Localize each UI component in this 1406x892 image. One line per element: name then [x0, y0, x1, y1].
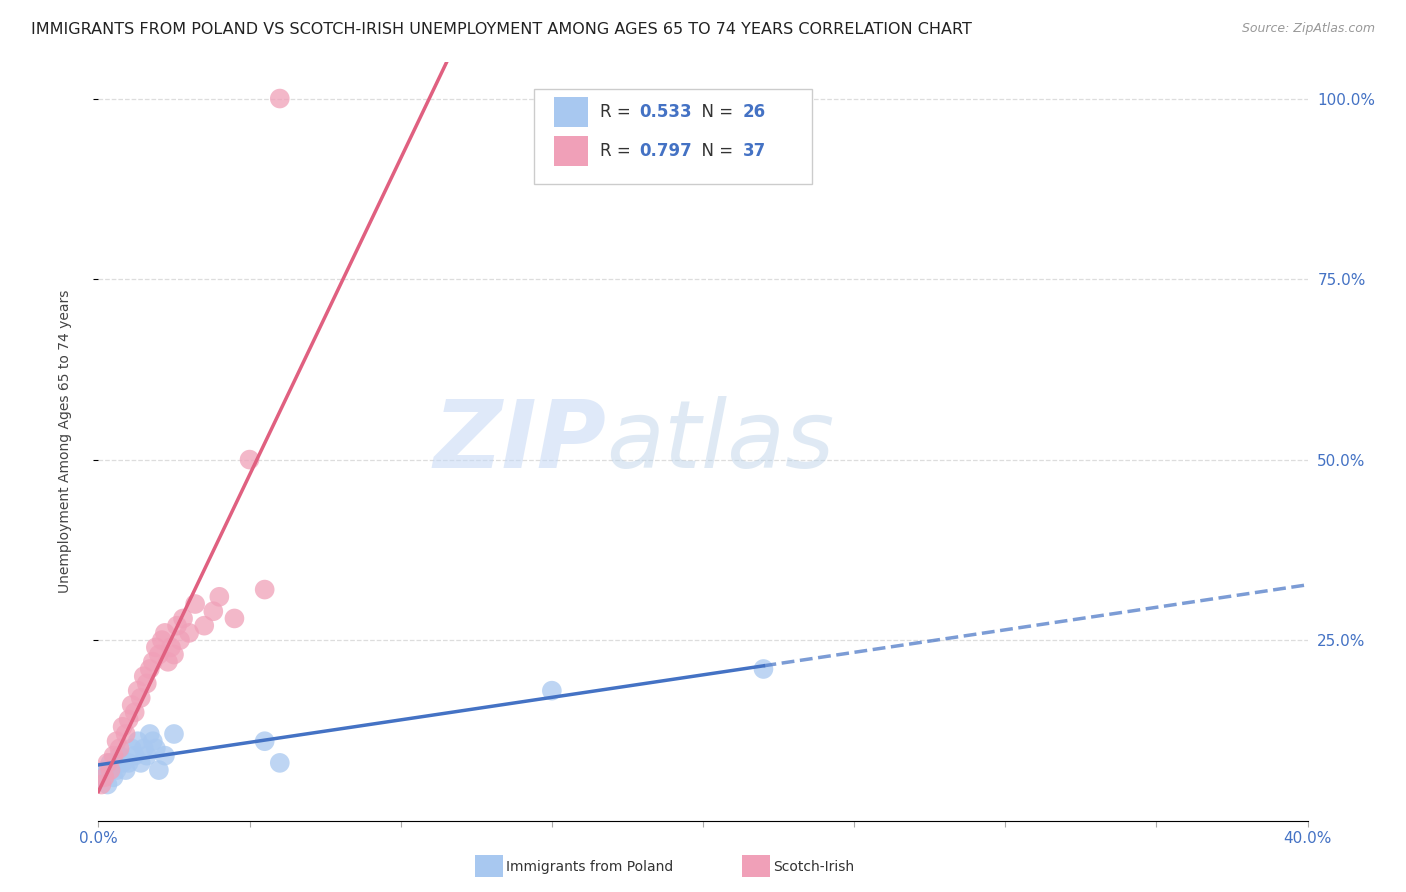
Point [145, 640, 167, 655]
Point [93, 770, 115, 784]
Point [118, 756, 141, 770]
Point [202, 604, 225, 618]
Point [153, 748, 176, 763]
Point [129, 756, 152, 770]
Text: IMMIGRANTS FROM POLAND VS SCOTCH-IRISH UNEMPLOYMENT AMONG AGES 65 TO 74 YEARS CO: IMMIGRANTS FROM POLAND VS SCOTCH-IRISH U… [31, 22, 972, 37]
Point [142, 734, 165, 748]
Point [148, 763, 170, 777]
Point [127, 734, 149, 748]
Point [135, 748, 157, 763]
Point [96, 778, 118, 792]
Point [127, 683, 149, 698]
Text: 37: 37 [742, 142, 766, 161]
Point [239, 452, 262, 467]
Point [124, 706, 146, 720]
Point [100, 763, 122, 777]
Point [111, 720, 134, 734]
Point [145, 741, 167, 756]
Point [121, 698, 143, 712]
Point [121, 741, 143, 756]
Text: R =: R = [600, 142, 637, 161]
Point [108, 748, 131, 763]
Point [150, 633, 173, 648]
Point [540, 683, 562, 698]
Point [124, 748, 146, 763]
Point [103, 748, 125, 763]
Point [253, 734, 276, 748]
Point [100, 756, 122, 770]
Point [172, 611, 194, 625]
Point [163, 727, 186, 741]
Point [148, 648, 170, 662]
Text: ZIP: ZIP [433, 395, 606, 488]
Point [135, 676, 157, 690]
FancyBboxPatch shape [554, 136, 588, 166]
Point [114, 727, 136, 741]
Text: R =: R = [600, 103, 637, 120]
Text: Immigrants from Poland: Immigrants from Poland [506, 860, 673, 874]
Point [118, 713, 141, 727]
Text: Scotch-Irish: Scotch-Irish [773, 860, 855, 874]
Text: 26: 26 [742, 103, 766, 120]
Point [132, 669, 155, 683]
Point [193, 618, 215, 632]
Point [105, 734, 128, 748]
Point [752, 662, 775, 676]
Point [132, 741, 155, 756]
Point [163, 648, 186, 662]
Point [166, 618, 188, 632]
Point [90, 778, 112, 792]
Point [269, 91, 291, 105]
Point [156, 655, 179, 669]
Point [253, 582, 276, 597]
Point [179, 626, 201, 640]
Point [114, 763, 136, 777]
Point [96, 756, 118, 770]
FancyBboxPatch shape [534, 89, 811, 184]
Point [208, 590, 231, 604]
Point [184, 597, 207, 611]
Point [269, 756, 291, 770]
Point [93, 763, 115, 777]
Point [139, 662, 162, 676]
Point [160, 640, 183, 655]
Text: Source: ZipAtlas.com: Source: ZipAtlas.com [1241, 22, 1375, 36]
Point [105, 763, 128, 777]
Text: 0.533: 0.533 [638, 103, 692, 120]
Point [90, 770, 112, 784]
Point [142, 655, 165, 669]
Point [103, 770, 125, 784]
Point [111, 756, 134, 770]
Text: N =: N = [690, 103, 738, 120]
Text: N =: N = [690, 142, 738, 161]
Y-axis label: Unemployment Among Ages 65 to 74 years: Unemployment Among Ages 65 to 74 years [58, 290, 72, 593]
Text: 0.797: 0.797 [638, 142, 692, 161]
Point [139, 727, 162, 741]
Text: atlas: atlas [606, 396, 835, 487]
Point [129, 690, 152, 705]
FancyBboxPatch shape [554, 96, 588, 127]
Point [108, 741, 131, 756]
Point [169, 633, 191, 648]
Point [153, 626, 176, 640]
Point [224, 611, 246, 625]
